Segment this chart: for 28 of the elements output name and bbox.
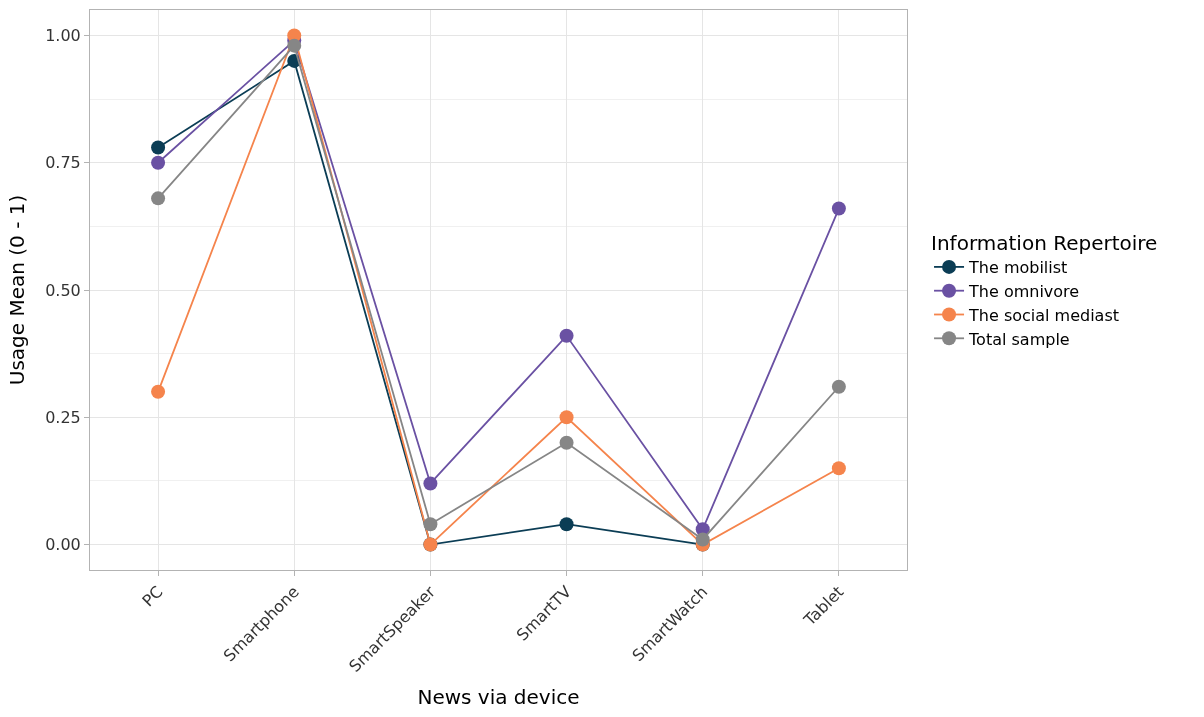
y-tick-label: 0.75 <box>45 153 81 173</box>
x-axis-title: News via device <box>417 685 580 710</box>
point <box>151 384 166 399</box>
point <box>151 140 166 155</box>
point <box>423 476 438 491</box>
point <box>695 532 710 547</box>
point <box>423 517 438 532</box>
point <box>151 191 166 206</box>
point <box>287 38 302 53</box>
point <box>831 201 846 216</box>
legend-label: The omnivore <box>968 281 1080 301</box>
y-tick-label: 0.25 <box>45 407 81 427</box>
point <box>559 517 574 532</box>
y-tick-label: 0.50 <box>45 280 81 300</box>
point <box>559 435 574 450</box>
legend-label: The mobilist <box>968 258 1068 278</box>
x-tick-label: PC <box>138 582 167 611</box>
legend-label: The social mediast <box>968 305 1120 325</box>
point <box>831 461 846 476</box>
y-axis-title: Usage Mean (0 - 1) <box>4 194 29 386</box>
legend-label: Total sample <box>968 329 1070 349</box>
legend-title: Information Repertoire <box>931 231 1158 255</box>
point <box>559 328 574 343</box>
y-tick-label: 0.00 <box>45 535 81 555</box>
point <box>151 155 166 170</box>
point <box>559 410 574 425</box>
y-tick-label: 1.00 <box>45 26 81 46</box>
point <box>831 379 846 394</box>
